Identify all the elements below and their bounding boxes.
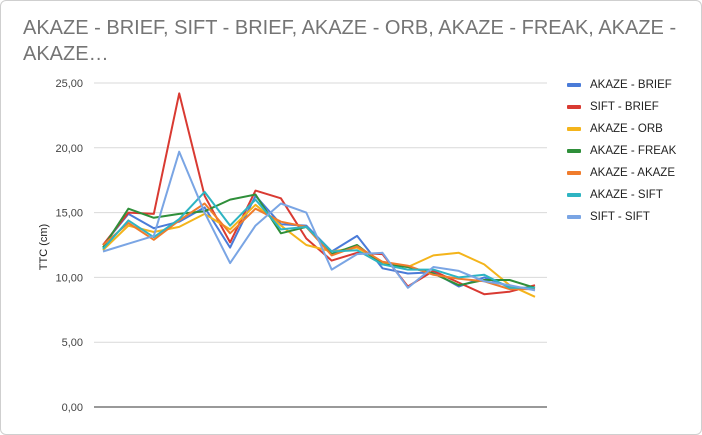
y-tick-label: 25,00 <box>55 78 83 90</box>
legend-item-7: SIFT - SIFT <box>567 206 697 228</box>
legend-item-3: AKAZE - ORB <box>567 118 697 140</box>
legend-item-6: AKAZE - SIFT <box>567 184 697 206</box>
legend-swatch <box>567 215 581 219</box>
legend-label: AKAZE - ORB <box>590 123 663 135</box>
legend-label: AKAZE - FREAK <box>590 145 677 157</box>
y-axis-label: TTC (cm) <box>38 224 50 270</box>
legend: AKAZE - BRIEF SIFT - BRIEF AKAZE - ORB AKAZ… <box>567 74 697 228</box>
y-tick-label: 15,00 <box>55 208 83 220</box>
legend-label: AKAZE - AKAZE <box>590 167 675 179</box>
chart-title: AKAZE - BRIEF, SIFT - BRIEF, AKAZE - ORB… <box>23 17 677 65</box>
legend-swatch <box>567 149 581 153</box>
legend-item-1: AKAZE - BRIEF <box>567 74 697 96</box>
series-lines <box>102 92 536 298</box>
grid-lines <box>94 82 547 408</box>
legend-item-2: SIFT - BRIEF <box>567 96 697 118</box>
series-line-3 <box>102 203 536 298</box>
y-tick-labels: 0,00 5,00 10,00 15,00 20,00 25,00 <box>55 78 83 414</box>
series-line-7 <box>102 150 536 292</box>
legend-label: SIFT - BRIEF <box>590 101 659 113</box>
y-tick-label: 0,00 <box>62 402 83 414</box>
legend-label: SIFT - SIFT <box>590 211 650 223</box>
legend-label: AKAZE - BRIEF <box>590 79 672 91</box>
legend-swatch <box>567 105 581 109</box>
y-tick-label: 5,00 <box>62 337 83 349</box>
legend-item-4: AKAZE - FREAK <box>567 140 697 162</box>
legend-swatch <box>567 171 581 175</box>
legend-swatch <box>567 127 581 131</box>
series-line-2 <box>102 92 536 296</box>
legend-item-5: AKAZE - AKAZE <box>567 162 697 184</box>
legend-label: AKAZE - SIFT <box>590 189 663 201</box>
legend-swatch <box>567 193 581 197</box>
y-tick-label: 10,00 <box>55 272 83 284</box>
y-tick-label: 20,00 <box>55 143 83 155</box>
legend-swatch <box>567 83 581 87</box>
